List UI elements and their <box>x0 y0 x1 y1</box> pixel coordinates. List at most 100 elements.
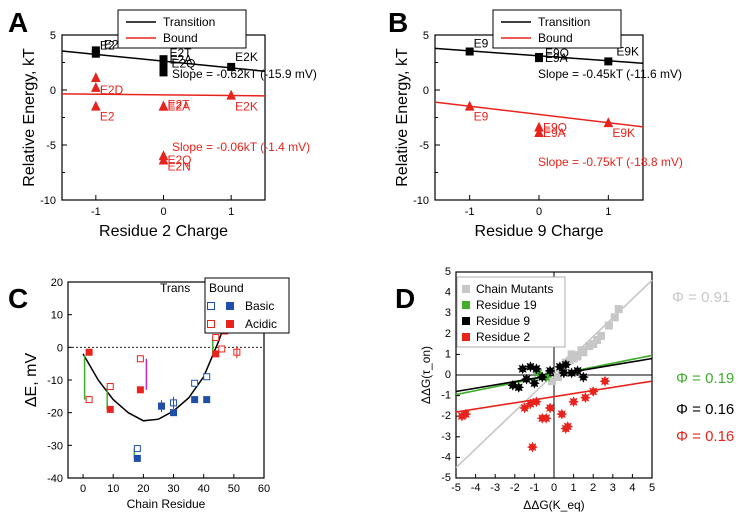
bound-point <box>91 72 101 82</box>
x-tick-label: 30 <box>167 483 179 495</box>
residue-point <box>599 375 611 387</box>
y-tick-label: 20 <box>51 277 63 289</box>
legend-header-bound: Bound <box>209 281 244 295</box>
fit-line <box>455 380 653 413</box>
y-axis-label: ΔE, mV <box>23 353 40 408</box>
y-tick-label: 5 <box>423 30 429 42</box>
residue-point <box>577 371 590 383</box>
x-axis-label: Residue 2 Charge <box>99 223 228 240</box>
legend: Transition Bound <box>492 9 622 49</box>
legend-swatch-bound-acidic <box>226 320 234 328</box>
residue-point <box>544 402 556 414</box>
x-tick-label: 1 <box>228 206 234 218</box>
y-tick-label: 0 <box>57 342 63 354</box>
slope-annotation: Slope = -0.75kT (-18.8 mV) <box>538 155 683 169</box>
chain-mutant-point <box>553 373 562 382</box>
residue-point <box>520 373 533 385</box>
phi-label: Φ = 0.19 <box>676 370 734 387</box>
point-label: E9 <box>474 110 489 124</box>
y-axis-label: Relative Energy, kT <box>21 48 38 187</box>
chain-mutant-point <box>567 350 576 359</box>
panel-label-b: B <box>388 7 408 38</box>
chain-mutant-point <box>604 321 613 330</box>
legend-label-bound: Bound <box>538 31 573 45</box>
bound-point <box>91 100 101 111</box>
x-axis-label: Chain Residue <box>127 497 206 511</box>
residue-point <box>544 365 556 377</box>
x-tick-label: 4 <box>629 482 635 494</box>
legend-header-trans: Trans <box>160 281 190 295</box>
panel-label-c: C <box>8 283 28 314</box>
residue-point <box>587 385 599 398</box>
y-tick-label: -3 <box>441 431 451 443</box>
slope-annotation: Slope = -0.45kT (-11.6 mV) <box>538 67 682 81</box>
panel-label-d: D <box>395 283 415 314</box>
x-tick-label: -1 <box>530 482 540 494</box>
trans-point <box>133 445 141 453</box>
point-label: E9Q <box>543 120 567 134</box>
y-tick-label: 3 <box>445 307 451 319</box>
x-tick-label: -2 <box>510 482 520 494</box>
x-tick-label: 2 <box>590 482 596 494</box>
x-tick-label: -5 <box>451 482 461 494</box>
y-tick-label: -5 <box>441 472 451 484</box>
point-label: E2A <box>168 100 191 114</box>
bound-point <box>158 100 169 111</box>
x-tick-label: 3 <box>610 482 616 494</box>
legend-label-bound: Bound <box>163 31 198 45</box>
x-tick-label: 5 <box>649 482 655 494</box>
y-tick-label: -10 <box>413 195 429 207</box>
residue-point <box>513 381 525 394</box>
y-tick-label: 0 <box>423 85 429 97</box>
y-tick-label: -30 <box>47 440 63 452</box>
bound-point <box>157 402 165 410</box>
point-label: E2 <box>100 39 115 53</box>
phi-label: Φ = 0.16 <box>676 428 734 445</box>
bound-point <box>203 396 211 404</box>
legend-label-acidic: Acidic <box>245 317 277 331</box>
point-label: E9 <box>474 37 489 51</box>
legend-label-transition: Transition <box>163 15 215 29</box>
y-axis-label: Relative Energy, kT <box>394 48 411 187</box>
panel-c: -40 -30 -20 -10 0 10 20 0 10 20 30 40 50 60 Chain Resi… <box>23 277 290 511</box>
residue-point <box>530 363 543 375</box>
point-label: E2D <box>100 83 124 97</box>
point-label: E2Q <box>168 153 192 167</box>
slope-annotation: Slope = -0.62kT (-15.9 mV) <box>172 67 317 81</box>
point-label: E2K <box>235 50 258 64</box>
legend-swatch <box>462 285 470 293</box>
transition-point <box>465 47 474 56</box>
x-tick-label: -4 <box>471 482 481 494</box>
x-axis-label: Residue 9 Charge <box>475 223 604 240</box>
legend-box <box>492 9 622 49</box>
y-tick-label: -5 <box>419 140 429 152</box>
point-label: E2N <box>168 159 191 173</box>
bound-point <box>91 82 101 92</box>
transition-point <box>91 46 100 55</box>
y-tick-label: -5 <box>46 140 56 152</box>
point-label: E2A <box>170 52 193 66</box>
bound-point <box>226 89 236 100</box>
x-tick-label: 0 <box>551 482 557 494</box>
chain-mutant-point <box>577 346 586 355</box>
legend-label: Residue 9 <box>476 314 530 328</box>
residue-point <box>540 412 552 424</box>
transition-point <box>535 54 543 63</box>
x-tick-label: -1 <box>465 206 475 218</box>
y-tick-label: 1 <box>445 348 451 360</box>
point-label: E2T <box>168 98 191 112</box>
residue-point <box>526 441 539 453</box>
legend: Chain Mutants Residue 19 Residue 9 Residue … <box>456 276 566 348</box>
bound-point <box>170 409 178 417</box>
legend: Transition Bound <box>117 9 247 49</box>
y-tick-label: 2 <box>445 328 451 340</box>
x-tick-label: 0 <box>536 206 542 218</box>
bound-fit-line <box>61 93 266 97</box>
residue-point <box>560 422 572 435</box>
y-axis-label: ΔΔG(τ_on) <box>419 346 433 404</box>
residue-point <box>530 396 543 408</box>
residue-point <box>516 363 529 375</box>
legend-box <box>456 276 566 348</box>
